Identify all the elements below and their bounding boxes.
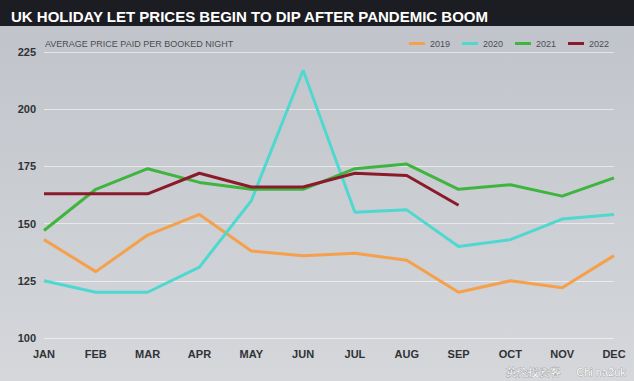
svg-text:OCT: OCT <box>499 348 523 360</box>
svg-text:NOV: NOV <box>550 348 575 360</box>
svg-text:125: 125 <box>18 275 36 287</box>
svg-text:100: 100 <box>18 332 36 344</box>
svg-text:2021: 2021 <box>536 39 556 49</box>
svg-text:JUN: JUN <box>292 348 314 360</box>
svg-text:AUG: AUG <box>395 348 419 360</box>
svg-text:JAN: JAN <box>33 348 55 360</box>
svg-text:SEP: SEP <box>448 348 470 360</box>
svg-text:2022: 2022 <box>589 39 609 49</box>
svg-text:UK HOLIDAY LET PRICES BEGIN TO: UK HOLIDAY LET PRICES BEGIN TO DIP AFTER… <box>11 8 488 25</box>
svg-text:MAY: MAY <box>240 348 264 360</box>
svg-text:AVERAGE PRICE PAID PER BOOKED: AVERAGE PRICE PAID PER BOOKED NIGHT <box>45 39 234 49</box>
svg-text:150: 150 <box>18 218 36 230</box>
svg-text:2019: 2019 <box>430 39 450 49</box>
svg-text:2020: 2020 <box>483 39 503 49</box>
svg-text:英伦投资客: 英伦投资客 <box>506 366 561 378</box>
svg-text:MAR: MAR <box>135 348 160 360</box>
svg-text:225: 225 <box>18 46 36 58</box>
svg-text:APR: APR <box>188 348 211 360</box>
svg-text:FEB: FEB <box>85 348 107 360</box>
svg-text:175: 175 <box>18 160 36 172</box>
svg-text:JUL: JUL <box>345 348 366 360</box>
svg-text:Chi na2uk: Chi na2uk <box>576 366 626 378</box>
svg-text:200: 200 <box>18 103 36 115</box>
svg-text:DEC: DEC <box>602 348 625 360</box>
